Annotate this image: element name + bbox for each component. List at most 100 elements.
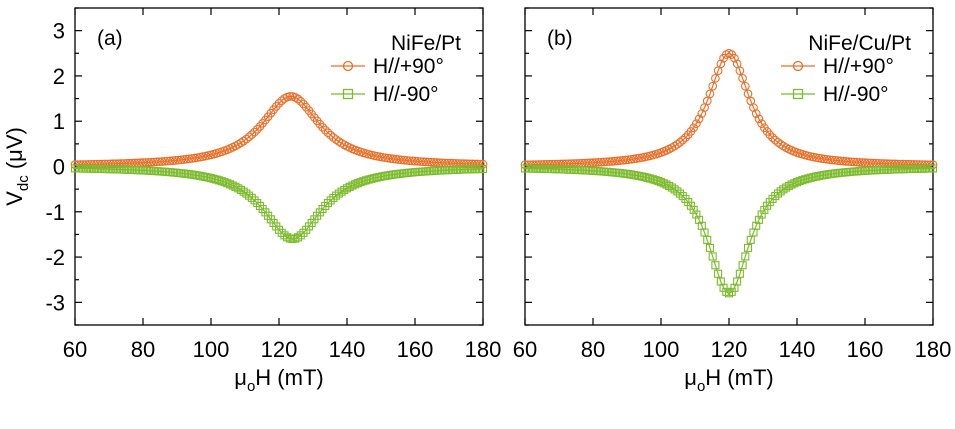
data-point-circle	[92, 159, 102, 169]
data-point-circle	[95, 159, 104, 169]
data-point-circle	[596, 157, 606, 167]
data-point-square	[242, 189, 251, 198]
data-point-circle	[906, 159, 916, 169]
data-point-circle	[819, 154, 829, 164]
data-point-square	[727, 287, 736, 296]
data-point-square	[659, 179, 668, 188]
data-point-square	[692, 210, 701, 219]
data-point-square	[771, 192, 780, 201]
data-point-square	[656, 178, 666, 187]
y-tick-label: 0	[53, 155, 65, 180]
data-point-circle	[407, 156, 417, 166]
data-point-square	[359, 177, 368, 186]
data-point-square	[228, 181, 237, 190]
data-point-square	[635, 171, 644, 181]
data-point-circle	[876, 159, 886, 168]
data-point-circle	[860, 158, 870, 168]
data-point-circle	[885, 159, 894, 169]
data-point-circle	[539, 160, 549, 169]
data-point-square	[733, 277, 742, 286]
data-point-circle	[550, 159, 560, 169]
data-point-square	[637, 172, 647, 181]
y-tick-label: -2	[45, 245, 65, 270]
data-point-circle	[610, 156, 620, 166]
data-point-square	[689, 205, 698, 214]
data-point-circle	[100, 159, 110, 169]
data-point-circle	[591, 158, 601, 167]
data-point-circle	[857, 158, 867, 167]
data-point-circle	[399, 155, 409, 165]
legend-label: H//+90°	[373, 55, 444, 78]
data-point-circle	[462, 159, 472, 169]
x-axis-label-sub: o	[697, 378, 705, 395]
data-point-circle	[383, 153, 393, 163]
data-point-circle	[855, 157, 864, 167]
legend-label: H//-90°	[823, 83, 889, 106]
data-point-circle	[293, 94, 303, 104]
data-point-circle	[451, 159, 461, 168]
data-point-square	[640, 173, 649, 182]
legend-label: H//+90°	[823, 55, 894, 78]
panel-label: (a)	[97, 27, 123, 50]
data-point-square	[296, 231, 305, 240]
data-point-circle	[833, 156, 843, 165]
y-axis-label: Vdc (μV)	[2, 127, 32, 206]
data-point-circle	[569, 159, 579, 168]
x-tick-label: 140	[779, 337, 816, 362]
y-axis-label-main: V	[2, 191, 27, 206]
x-tick-label: 80	[131, 337, 155, 362]
data-point-circle	[588, 158, 598, 168]
y-axis-label-rest: (μV)	[2, 127, 27, 175]
x-tick-label: 160	[847, 337, 884, 362]
panel-a: 60 80 100 120 140 160 180 3 2 1 0 -1 -2 -3 μoH (mT) Vdc…	[2, 7, 501, 395]
data-point-circle	[456, 159, 466, 168]
legend-entry: H//-90°	[331, 83, 439, 106]
data-point-circle	[681, 133, 690, 142]
data-point-circle	[271, 102, 281, 111]
data-point-square	[247, 193, 256, 202]
x-axis-label: μoH (mT)	[684, 365, 773, 395]
data-point-square	[201, 172, 210, 181]
data-point-circle	[174, 155, 183, 165]
data-point-circle	[738, 74, 747, 83]
data-point-circle	[887, 159, 897, 169]
legend-marker-square	[342, 88, 354, 100]
data-point-circle	[556, 159, 565, 169]
data-point-circle	[239, 136, 248, 146]
data-point-circle	[432, 158, 442, 167]
legend-label: H//-90°	[373, 83, 439, 106]
data-point-circle	[542, 159, 552, 169]
data-point-circle	[429, 158, 439, 167]
y-tick-label: 2	[53, 64, 65, 89]
data-point-circle	[624, 155, 633, 165]
x-tick-label: 60	[513, 337, 537, 362]
data-point-circle	[410, 156, 420, 166]
data-point-circle	[285, 92, 295, 101]
data-point-square	[738, 261, 747, 270]
y-tick-label: -3	[45, 290, 65, 315]
data-point-circle	[830, 155, 840, 165]
legend-marker-circle	[342, 60, 354, 72]
data-point-square	[356, 178, 365, 187]
data-point-circle	[168, 156, 178, 165]
data-point-square	[253, 199, 262, 208]
data-point-square	[326, 196, 335, 205]
data-point-square	[811, 172, 821, 181]
data-point-circle	[318, 122, 327, 132]
y-axis-label-sub: dc	[15, 175, 32, 191]
data-point-circle	[149, 157, 159, 167]
data-point-circle	[847, 157, 856, 167]
x-axis-label: μoH (mT)	[234, 365, 323, 395]
data-point-square	[760, 205, 769, 214]
data-point-circle	[768, 133, 777, 142]
data-point-circle	[255, 122, 265, 131]
data-point-circle	[184, 154, 194, 164]
data-point-square	[367, 174, 376, 183]
data-point-circle	[836, 156, 845, 166]
data-point-circle	[564, 159, 573, 169]
data-point-circle	[426, 157, 436, 167]
data-point-circle	[765, 130, 775, 140]
data-point-square	[225, 180, 235, 189]
data-point-circle	[405, 156, 414, 166]
data-point-square	[724, 289, 734, 298]
